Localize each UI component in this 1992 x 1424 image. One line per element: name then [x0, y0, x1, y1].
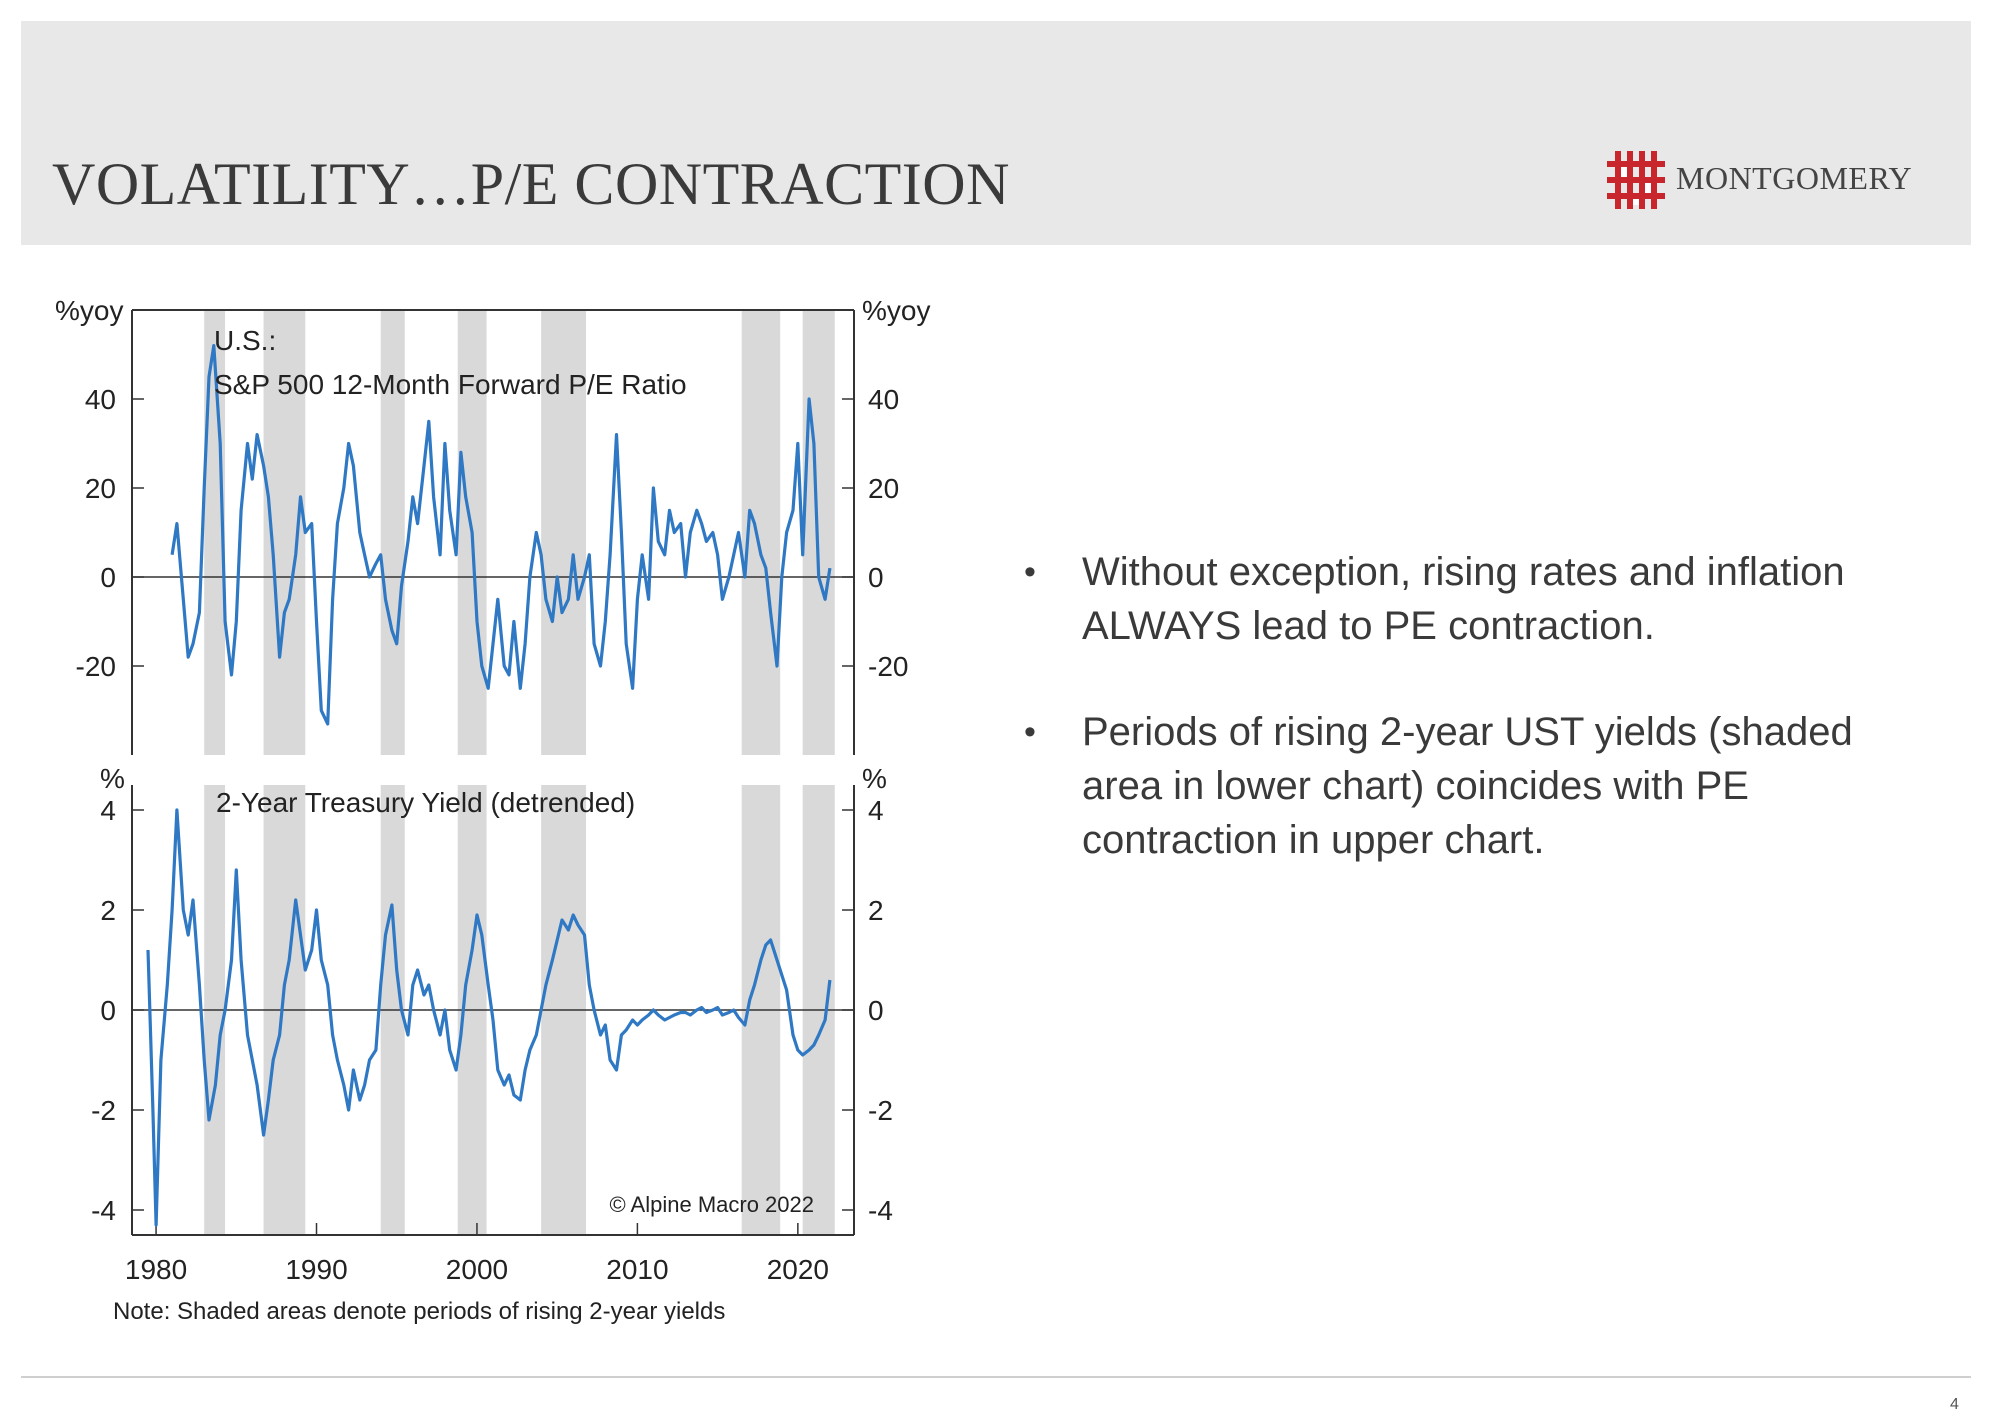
y-tick-label: 2 [100, 895, 116, 926]
x-tick-label: 2010 [606, 1254, 668, 1285]
chart-title: U.S.: [214, 325, 276, 356]
series-line [146, 808, 832, 1227]
y-tick-label: -4 [868, 1195, 893, 1226]
chart-title: 2-Year Treasury Yield (detrended) [216, 787, 635, 818]
bullet-dot-icon: • [1024, 553, 1036, 591]
y-tick-label: -2 [868, 1095, 893, 1126]
y-tick-label: 0 [100, 995, 116, 1026]
y-tick-label: 4 [868, 795, 884, 826]
slide-title: VOLATILITY…P/E CONTRACTION [52, 151, 1010, 217]
bullet-text: Without exception, rising rates and infl… [1082, 550, 1845, 648]
y-axis-unit-label: %yoy [862, 295, 930, 326]
y-tick-label: 40 [868, 384, 899, 415]
shaded-period [263, 785, 306, 1235]
shaded-period [380, 310, 405, 755]
chart-note: Note: Shaded areas denote periods of ris… [113, 1298, 725, 1325]
y-tick-label: -20 [76, 651, 116, 682]
series-line [170, 344, 832, 726]
page-number: 4 [1950, 1396, 1959, 1413]
y-tick-label: 20 [868, 473, 899, 504]
shaded-period [802, 310, 835, 755]
y-tick-label: 2 [868, 895, 884, 926]
footer-divider [21, 1376, 1971, 1378]
bullet-item: • Without exception, rising rates and in… [1020, 545, 1920, 653]
y-tick-label: 4 [100, 795, 116, 826]
shaded-period [380, 785, 405, 1235]
shaded-period [263, 310, 306, 755]
chart-subtitle: S&P 500 12-Month Forward P/E Ratio [214, 369, 687, 400]
x-tick-label: 2000 [446, 1254, 508, 1285]
y-axis-unit-label: %yoy [55, 295, 123, 326]
bullet-list: • Without exception, rising rates and in… [1020, 545, 1920, 919]
y-tick-label: -20 [868, 651, 908, 682]
y-tick-label: 20 [85, 473, 116, 504]
shaded-period [204, 310, 226, 755]
shaded-period [541, 310, 587, 755]
y-tick-label: 0 [868, 562, 884, 593]
copyright-annotation: © Alpine Macro 2022 [609, 1192, 814, 1217]
shaded-period [802, 785, 835, 1235]
logo-mark-icon [1607, 151, 1665, 209]
logo-text: MONTGOMERY [1676, 160, 1913, 196]
shaded-period [741, 310, 781, 755]
x-tick-label: 1990 [285, 1254, 347, 1285]
chart-lines [146, 344, 832, 1227]
x-tick-label: 1980 [125, 1254, 187, 1285]
montgomery-logo: MONTGOMERY [1604, 148, 1934, 212]
shaded-period [204, 785, 226, 1235]
shaded-periods [204, 310, 835, 1235]
x-tick-label: 2020 [767, 1254, 829, 1285]
shaded-period [457, 310, 487, 755]
y-tick-label: 0 [868, 995, 884, 1026]
shaded-period [741, 785, 781, 1235]
chart-axes [131, 309, 855, 1236]
bullet-item: • Periods of rising 2-year UST yields (s… [1020, 705, 1920, 867]
y-tick-label: -4 [91, 1195, 116, 1226]
shaded-period [541, 785, 587, 1235]
header-bar [21, 21, 1971, 245]
y-tick-label: -2 [91, 1095, 116, 1126]
y-tick-label: 40 [85, 384, 116, 415]
y-tick-label: 0 [100, 562, 116, 593]
shaded-period [457, 785, 487, 1235]
bullet-text: Periods of rising 2-year UST yields (sha… [1082, 710, 1853, 862]
y-axis-unit-label: % [862, 763, 887, 794]
y-axis-unit-label: % [100, 763, 125, 794]
bullet-dot-icon: • [1024, 713, 1036, 751]
